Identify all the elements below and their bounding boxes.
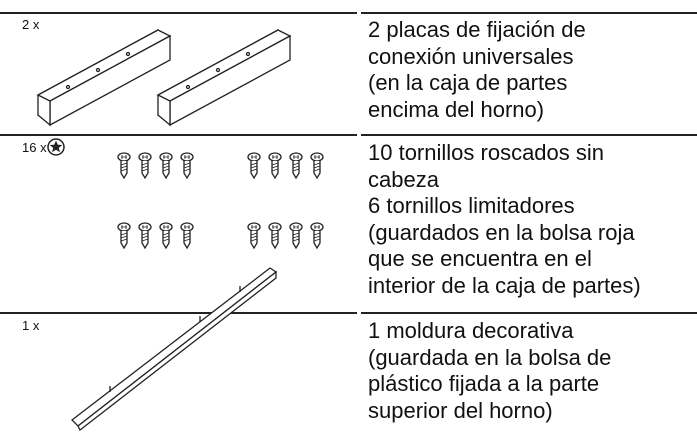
description-line: interior de la caja de partes) bbox=[368, 272, 641, 298]
description-line: 2 placas de fijación de bbox=[368, 17, 586, 42]
row-rule bbox=[0, 134, 357, 136]
description: 1 moldura decorativa (guardada en la bols… bbox=[368, 318, 611, 424]
row-rule bbox=[361, 312, 697, 314]
screws-illustration bbox=[117, 152, 324, 249]
quantity: 2 x bbox=[22, 17, 40, 32]
row-rule bbox=[0, 12, 357, 14]
description-line: encima del horno) bbox=[368, 96, 545, 122]
description-line: superior del horno) bbox=[368, 397, 553, 423]
rail-illustration bbox=[37, 29, 291, 126]
quantity: 16 x bbox=[22, 140, 47, 155]
description: 10 tornillos roscados sin cabeza 6 tornill… bbox=[368, 140, 641, 299]
description-line: conexión universales bbox=[368, 43, 574, 69]
row-rule bbox=[361, 12, 697, 14]
description-line: (guardados en la bolsa roja bbox=[368, 219, 635, 245]
row-rule bbox=[361, 134, 697, 136]
description-line: que se encuentra en el bbox=[368, 246, 592, 271]
description-line: 1 moldura decorativa bbox=[368, 318, 574, 343]
star-icon bbox=[47, 138, 65, 156]
description-line: (guardada en la bolsa de bbox=[368, 344, 612, 370]
description-line: 10 tornillos roscados sin bbox=[368, 140, 605, 165]
molding-illustration bbox=[71, 267, 278, 431]
description-line: plástico fijada a la parte bbox=[368, 371, 600, 396]
description-line: cabeza bbox=[368, 166, 439, 192]
row-rule bbox=[0, 312, 357, 314]
description-line: (en la caja de partes bbox=[368, 70, 568, 95]
illustrations bbox=[37, 29, 324, 431]
description: 2 placas de fijación de conexión universa… bbox=[368, 17, 586, 123]
quantity: 1 x bbox=[22, 318, 40, 333]
description-line: 6 tornillos limitadores bbox=[368, 193, 575, 218]
